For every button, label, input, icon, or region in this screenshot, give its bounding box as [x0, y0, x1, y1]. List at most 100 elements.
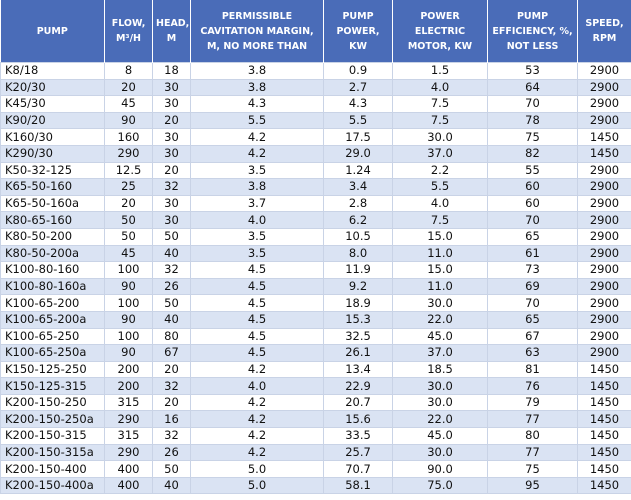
table-cell: 90 [104, 277, 153, 296]
table-cell: 3.8 [190, 78, 324, 97]
table-row: K200-150-250 315 20 4.2 20.7 30.0 79 1450 [0, 393, 631, 412]
table-cell: 20 [104, 194, 153, 213]
table-row: K200-150-400 400 50 5.0 70.7 90.0 75 1450 [0, 460, 631, 478]
table-cell: 2900 [577, 194, 631, 213]
table-cell: K150-125-250 [0, 360, 105, 379]
table-cell: 6.2 [323, 211, 393, 229]
header-cell: SPEED, RPM [577, 0, 631, 63]
table-cell: 4.2 [190, 443, 324, 462]
table-cell: 200 [104, 377, 153, 395]
table-row: K90/20 90 20 5.5 5.5 7.5 78 2900 [0, 111, 631, 130]
table-cell: 75.0 [392, 476, 488, 495]
table-row: K100-65-200 100 50 4.5 18.9 30.0 70 2900 [0, 294, 631, 312]
table-cell: 2900 [577, 277, 631, 296]
table-cell: 26 [152, 277, 191, 296]
table-cell: 63 [487, 344, 578, 362]
table-cell: 1450 [577, 476, 631, 495]
table-cell: 290 [104, 443, 153, 462]
table-cell: K100-65-250 [0, 327, 105, 346]
table-cell: 45 [104, 244, 153, 263]
table-cell: 77 [487, 410, 578, 429]
table-row: K100-65-200a 90 40 4.5 15.3 22.0 65 2900 [0, 310, 631, 329]
table-cell: 65 [487, 227, 578, 246]
table-cell: 30 [152, 211, 191, 229]
table-cell: 2900 [577, 62, 631, 80]
table-cell: 29.0 [323, 144, 393, 163]
table-cell: 32 [152, 427, 191, 445]
table-cell: 1450 [577, 377, 631, 395]
table-cell: 20 [152, 111, 191, 130]
table-cell: 1450 [577, 393, 631, 412]
table-body: K8/18 8 18 3.8 0.9 1.5 53 2900 K20/30 20 30 3.8 2.7 4… [0, 62, 631, 495]
table-cell: 20 [152, 161, 191, 180]
table-cell: 2.7 [323, 78, 393, 97]
table-cell: 4.2 [190, 410, 324, 429]
header-row: PUMP FLOW, M³/H HEAD, M PERMISSIBLE CAVITAT… [0, 0, 631, 63]
table-cell: 18 [152, 62, 191, 80]
table-cell: 90.0 [392, 460, 488, 478]
table-cell: 40 [152, 244, 191, 263]
table-cell: 5.0 [190, 476, 324, 495]
table-cell: 32 [152, 178, 191, 196]
table-cell: 45 [104, 95, 153, 113]
table-cell: 30 [152, 194, 191, 213]
header-cell: PERMISSIBLE CAVITATION MARGIN, M, NO MOR… [190, 0, 324, 63]
table-cell: 67 [487, 327, 578, 346]
table-cell: 2900 [577, 78, 631, 97]
table-cell: 1450 [577, 128, 631, 146]
table-cell: 73 [487, 261, 578, 279]
table-cell: K80-50-200a [0, 244, 105, 263]
table-cell: 7.5 [392, 111, 488, 130]
table-cell: 13.4 [323, 360, 393, 379]
table-cell: 30 [152, 144, 191, 163]
table-cell: K65-50-160a [0, 194, 105, 213]
table-cell: 15.6 [323, 410, 393, 429]
table-cell: 20 [104, 78, 153, 97]
table-cell: 70 [487, 294, 578, 312]
table-cell: 80 [152, 327, 191, 346]
table-cell: 5.5 [190, 111, 324, 130]
table-cell: 3.8 [190, 178, 324, 196]
table-cell: 315 [104, 393, 153, 412]
table-row: K100-65-250a 90 67 4.5 26.1 37.0 63 2900 [0, 344, 631, 362]
table-cell: 50 [104, 211, 153, 229]
table-cell: 90 [104, 344, 153, 362]
table-cell: 2900 [577, 211, 631, 229]
header-cell: HEAD, M [152, 0, 191, 63]
table-cell: 4.5 [190, 344, 324, 362]
table-cell: 16 [152, 410, 191, 429]
table-cell: 2900 [577, 95, 631, 113]
table-cell: 4.3 [190, 95, 324, 113]
table-cell: 3.8 [190, 62, 324, 80]
header-cell: PUMP POWER, KW [323, 0, 393, 63]
table-cell: 70.7 [323, 460, 393, 478]
table-row: K100-80-160a 90 26 4.5 9.2 11.0 69 2900 [0, 277, 631, 296]
table-cell: K8/18 [0, 62, 105, 80]
table-cell: 64 [487, 78, 578, 97]
table-cell: 1.5 [392, 62, 488, 80]
table-cell: 3.4 [323, 178, 393, 196]
table-cell: 4.3 [323, 95, 393, 113]
table-cell: 7.5 [392, 95, 488, 113]
table-row: K65-50-160 25 32 3.8 3.4 5.5 60 2900 [0, 178, 631, 196]
table-cell: 3.5 [190, 161, 324, 180]
table-cell: 30.0 [392, 377, 488, 395]
header-cell: PUMP [0, 0, 105, 63]
table-cell: 400 [104, 476, 153, 495]
table-cell: 2900 [577, 327, 631, 346]
table-cell: 1450 [577, 144, 631, 163]
table-row: K100-80-160 100 32 4.5 11.9 15.0 73 2900 [0, 261, 631, 279]
table-cell: 17.5 [323, 128, 393, 146]
table-row: K45/30 45 30 4.3 4.3 7.5 70 2900 [0, 95, 631, 113]
table-cell: 40 [152, 476, 191, 495]
table-cell: 2.8 [323, 194, 393, 213]
table-cell: 60 [487, 178, 578, 196]
table-cell: 75 [487, 128, 578, 146]
table-cell: 5.5 [323, 111, 393, 130]
table-cell: K100-65-250a [0, 344, 105, 362]
table-cell: 79 [487, 393, 578, 412]
table-cell: 100 [104, 261, 153, 279]
table-cell: 4.2 [190, 128, 324, 146]
table-cell: 70 [487, 95, 578, 113]
